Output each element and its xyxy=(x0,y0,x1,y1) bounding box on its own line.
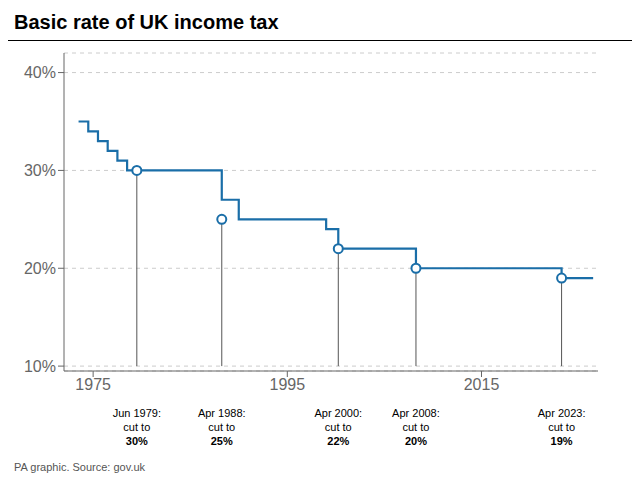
html-text:Basic rate of UK income tax: Basic rate of UK income tax xyxy=(14,11,279,33)
svg-text:cut to: cut to xyxy=(325,421,352,433)
svg-text:Apr 1988:: Apr 1988: xyxy=(198,407,246,419)
svg-text:30%: 30% xyxy=(24,162,56,179)
svg-text:Apr 2000:: Apr 2000: xyxy=(314,407,362,419)
svg-text:25%: 25% xyxy=(211,435,233,447)
svg-text:10%: 10% xyxy=(24,358,56,375)
svg-text:1975: 1975 xyxy=(75,376,111,393)
svg-text:Apr 2008:: Apr 2008: xyxy=(392,407,440,419)
svg-text:1995: 1995 xyxy=(270,376,306,393)
svg-text:cut to: cut to xyxy=(123,421,150,433)
svg-text:2015: 2015 xyxy=(464,376,500,393)
svg-text:Jun 1979:: Jun 1979: xyxy=(113,407,161,419)
svg-text:22%: 22% xyxy=(327,435,349,447)
svg-text:cut to: cut to xyxy=(403,421,430,433)
svg-text:40%: 40% xyxy=(24,64,56,81)
html-text:PA graphic. Source: gov.uk: PA graphic. Source: gov.uk xyxy=(14,461,146,473)
svg-text:30%: 30% xyxy=(126,435,148,447)
svg-text:20%: 20% xyxy=(24,260,56,277)
svg-text:Apr 2023:: Apr 2023: xyxy=(538,407,586,419)
svg-text:20%: 20% xyxy=(405,435,427,447)
svg-text:19%: 19% xyxy=(551,435,573,447)
svg-text:cut to: cut to xyxy=(548,421,575,433)
svg-text:cut to: cut to xyxy=(208,421,235,433)
